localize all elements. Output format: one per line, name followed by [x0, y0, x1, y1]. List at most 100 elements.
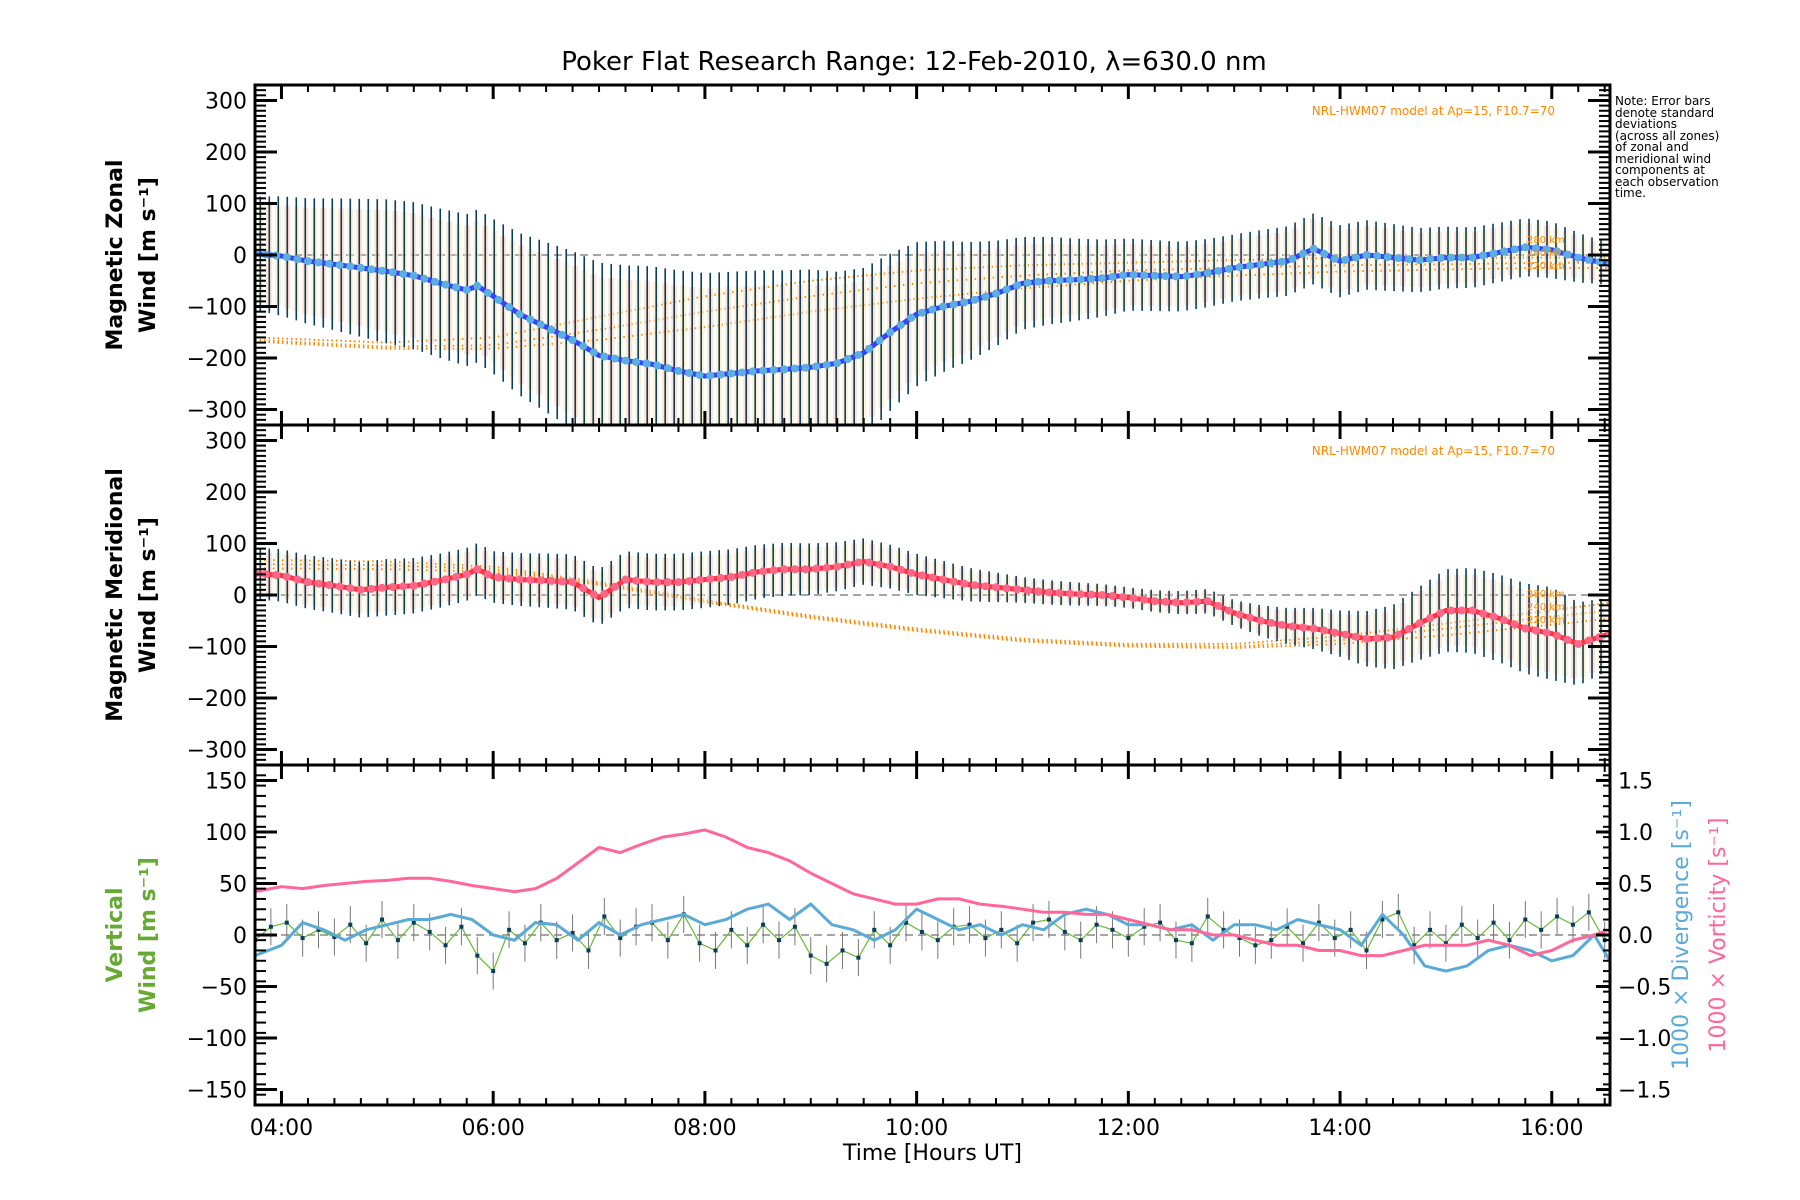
wind-point — [515, 575, 524, 584]
wind-point — [1383, 633, 1392, 642]
wind-point — [1224, 264, 1233, 273]
wind-point — [462, 286, 471, 295]
wind-point — [864, 344, 873, 353]
wind-point — [1489, 612, 1498, 621]
wind-point — [801, 363, 810, 372]
wind-point — [864, 558, 873, 567]
panel-zonal: NRL-HWM07 model at Ap=15, F10.7=70 280 km… — [103, 83, 1612, 427]
y-axis-label-line2: Wind [m s⁻¹] — [136, 857, 161, 1013]
wind-point — [970, 295, 979, 304]
wind-point — [367, 584, 376, 593]
wind-point — [1235, 263, 1244, 272]
vertical-wind-point — [1173, 938, 1178, 943]
vertical-wind-point — [824, 961, 829, 966]
wind-point — [1489, 249, 1498, 258]
wind-point — [494, 573, 503, 582]
wind-point — [293, 255, 302, 264]
wind-point — [854, 558, 863, 567]
wind-point — [1013, 281, 1022, 290]
wind-point — [1542, 245, 1551, 254]
vertical-wind-point — [1396, 910, 1401, 915]
wind-point — [1447, 606, 1456, 615]
y2-tick-label: 1.5 — [1618, 769, 1653, 794]
wind-point — [378, 583, 387, 592]
wind-point — [1002, 584, 1011, 593]
vertical-wind-point — [1031, 920, 1036, 925]
wind-point — [1341, 630, 1350, 639]
vertical-wind-point — [1269, 938, 1274, 943]
vertical-wind-point — [332, 935, 337, 940]
wind-point — [833, 562, 842, 571]
wind-point — [1267, 618, 1276, 627]
wind-point — [1510, 245, 1519, 254]
y-tick-label: 100 — [205, 532, 247, 557]
wind-point — [949, 577, 958, 586]
wind-point — [303, 578, 312, 587]
wind-point — [1584, 255, 1593, 264]
plot-area — [255, 196, 1610, 425]
wind-point — [1013, 585, 1022, 594]
wind-point — [579, 342, 588, 351]
wind-point — [1129, 270, 1138, 279]
vertical-wind-point — [380, 917, 385, 922]
wind-point — [780, 565, 789, 574]
wind-point — [1574, 253, 1583, 262]
wind-point — [409, 271, 418, 280]
wind-point — [1553, 247, 1562, 256]
wind-point — [367, 265, 376, 274]
wind-point — [1171, 272, 1180, 281]
wind-point — [1299, 249, 1308, 258]
wind-point — [557, 330, 566, 339]
vertical-wind-point — [1428, 927, 1433, 932]
vertical-wind-point — [1475, 936, 1480, 941]
wind-point — [939, 575, 948, 584]
wind-point — [1415, 619, 1424, 628]
y2-tick-label: −1.5 — [1618, 1079, 1671, 1104]
y-tick-label: 0 — [233, 244, 247, 269]
wind-point — [536, 320, 545, 329]
wind-point — [1087, 590, 1096, 599]
wind-point — [1034, 587, 1043, 596]
wind-point — [473, 281, 482, 290]
wind-point — [960, 579, 969, 588]
vertical-wind-point — [602, 914, 607, 919]
vertical-wind-point — [729, 927, 734, 932]
plot-area — [255, 538, 1610, 685]
wind-point — [441, 575, 450, 584]
vertical-wind-point — [904, 920, 909, 925]
wind-point — [706, 575, 715, 584]
wind-point — [388, 268, 397, 277]
vertical-wind-point — [268, 924, 273, 929]
y-tick-label: −100 — [187, 1027, 247, 1052]
wind-point — [1256, 616, 1265, 625]
wind-point — [939, 302, 948, 311]
x-tick-label: 10:00 — [885, 1116, 948, 1141]
wind-point — [992, 583, 1001, 592]
wind-point — [1044, 276, 1053, 285]
wind-point — [420, 274, 429, 283]
model-altitude-label: 280 km — [1527, 235, 1565, 246]
y-axis-label-line1: Magnetic Zonal — [103, 160, 128, 351]
wind-point — [473, 565, 482, 574]
y-tick-label: 100 — [205, 192, 247, 217]
wind-point — [1023, 586, 1032, 595]
wind-point — [346, 262, 355, 271]
model-altitude-label: 240 km — [1527, 602, 1565, 613]
wind-point — [695, 576, 704, 585]
y-tick-label: 300 — [205, 429, 247, 454]
vertical-wind-point — [888, 943, 893, 948]
model-label: NRL-HWM07 model at Ap=15, F10.7=70 — [1312, 104, 1555, 118]
wind-point — [1023, 278, 1032, 287]
wind-point — [1404, 624, 1413, 633]
vertical-wind-point — [919, 929, 924, 934]
wind-point — [1288, 254, 1297, 263]
wind-point — [759, 366, 768, 375]
wind-point — [536, 576, 545, 585]
wind-point — [1087, 274, 1096, 283]
wind-point — [896, 565, 905, 574]
wind-point — [843, 355, 852, 364]
vertical-wind-point — [1555, 914, 1560, 919]
wind-point — [790, 364, 799, 373]
wind-point — [568, 578, 577, 587]
